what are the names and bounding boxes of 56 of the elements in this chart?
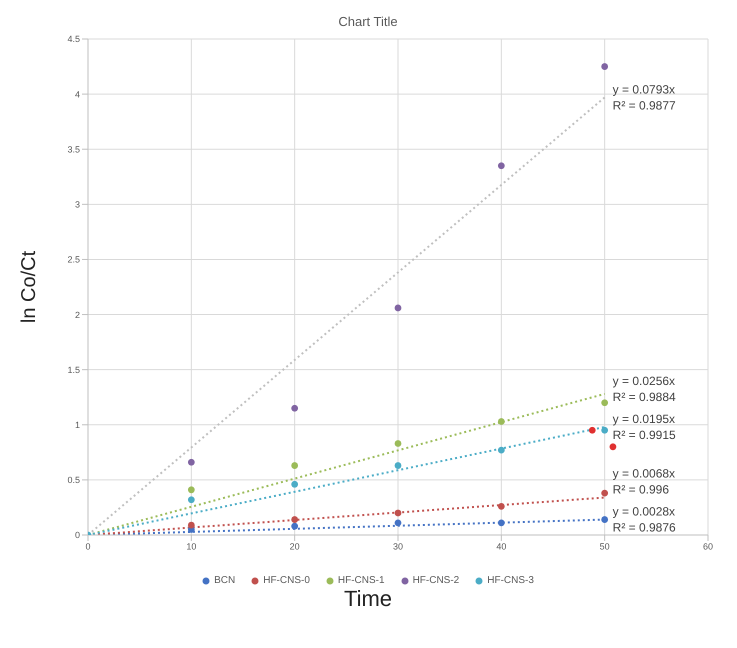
y-tick-label: 3.5 [67, 144, 80, 154]
legend-label: HF-CNS-2 [412, 575, 460, 586]
point [498, 418, 505, 425]
x-axis-title: Time [342, 586, 394, 612]
point [188, 486, 195, 494]
point [291, 404, 298, 412]
point [188, 458, 195, 466]
y-tick-label: 0.5 [67, 475, 80, 486]
point [601, 490, 608, 496]
point [188, 496, 195, 504]
point [610, 443, 616, 450]
point [601, 426, 608, 434]
point [291, 480, 298, 488]
y-tick-label: 2.5 [67, 254, 80, 265]
point [498, 446, 505, 454]
legend-label: HF-CNS-3 [486, 575, 534, 586]
point [394, 519, 402, 526]
point [291, 462, 298, 469]
y-tick-label: 1.5 [67, 364, 80, 375]
annotation: y = 0.0028x R² = 0.9876 [612, 504, 676, 535]
y-tick-label: 4 [74, 89, 80, 100]
point [498, 519, 505, 526]
point [498, 502, 505, 510]
x-tick-label: 10 [186, 541, 196, 552]
x-tick-label: 50 [600, 541, 610, 552]
annotation: y = 0.0195x R² = 0.9915 [612, 412, 676, 442]
legend-label: HF-CNS-0 [262, 575, 310, 586]
y-tick-label: 4.5 [67, 34, 80, 44]
legend-label: BCN [213, 575, 236, 586]
point [394, 462, 402, 469]
x-tick-label: 30 [392, 541, 404, 552]
x-tick-label: 20 [290, 541, 300, 552]
chart-title: Chart Title [337, 13, 399, 29]
point [291, 516, 298, 523]
y-tick-label: 2 [74, 310, 80, 320]
point [394, 510, 402, 516]
annotation: y = 0.0256x R² = 0.9884 [612, 374, 676, 404]
x-tick-label: 40 [496, 541, 506, 552]
x-tick-label: 0 [85, 541, 91, 552]
y-tick-label: 3 [74, 200, 80, 210]
x-tick-label: 60 [702, 541, 714, 552]
point [601, 399, 608, 406]
y-tick-label: 1 [74, 420, 80, 430]
point [394, 440, 402, 447]
point [394, 304, 402, 312]
point [601, 516, 608, 523]
annotation: y = 0.0793x R² = 0.9877 [612, 82, 676, 112]
y-tick-label: 0 [74, 530, 80, 540]
point [188, 522, 195, 528]
point [601, 63, 608, 70]
legend-label: HF-CNS-1 [336, 575, 385, 586]
point [498, 162, 505, 170]
point [588, 426, 596, 434]
y-axis-title: ln Co/Ct [18, 250, 40, 324]
point [291, 522, 298, 530]
annotation: y = 0.0068x R² = 0.996 [612, 466, 676, 497]
